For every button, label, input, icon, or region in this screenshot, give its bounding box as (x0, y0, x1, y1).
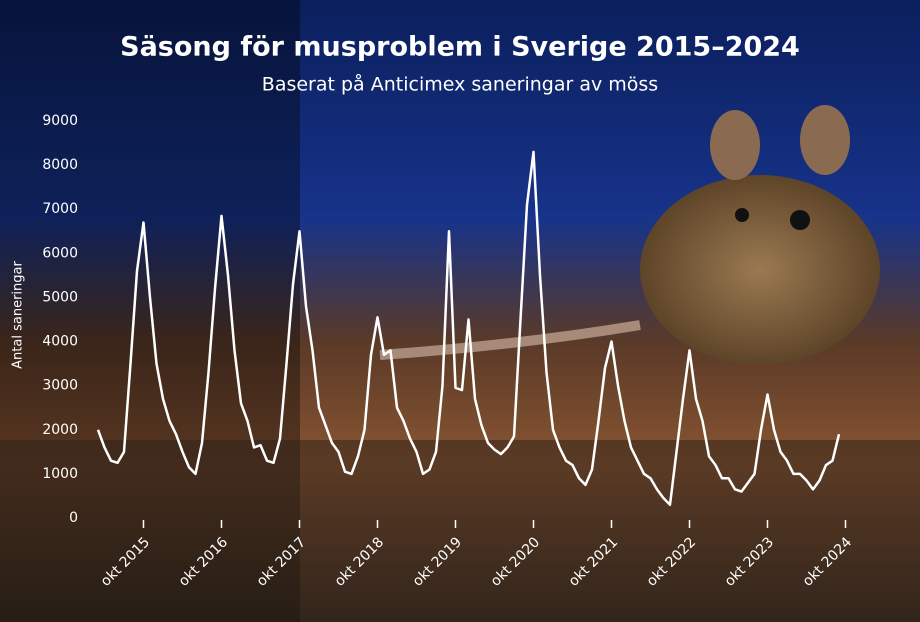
y-tick-label: 4000 (42, 334, 78, 350)
y-tick-label: 1000 (42, 466, 78, 482)
y-tick-label: 9000 (42, 113, 78, 129)
y-tick-label: 5000 (42, 289, 78, 305)
y-tick-label: 2000 (42, 422, 78, 438)
ground-shade (0, 440, 920, 622)
mouse-illustration (379, 105, 880, 365)
y-tick-label: 6000 (42, 245, 78, 261)
chart-title: Säsong för musproblem i Sverige 2015–202… (120, 32, 800, 63)
y-axis-label: Antal saneringar (11, 261, 26, 369)
y-tick-label: 0 (69, 510, 78, 526)
y-tick-label: 3000 (42, 378, 78, 394)
chart-subtitle: Baserat på Anticimex saneringar av möss (262, 73, 658, 96)
y-tick-label: 7000 (42, 201, 78, 217)
data-line (96, 150, 841, 507)
y-tick-label: 8000 (42, 157, 78, 173)
